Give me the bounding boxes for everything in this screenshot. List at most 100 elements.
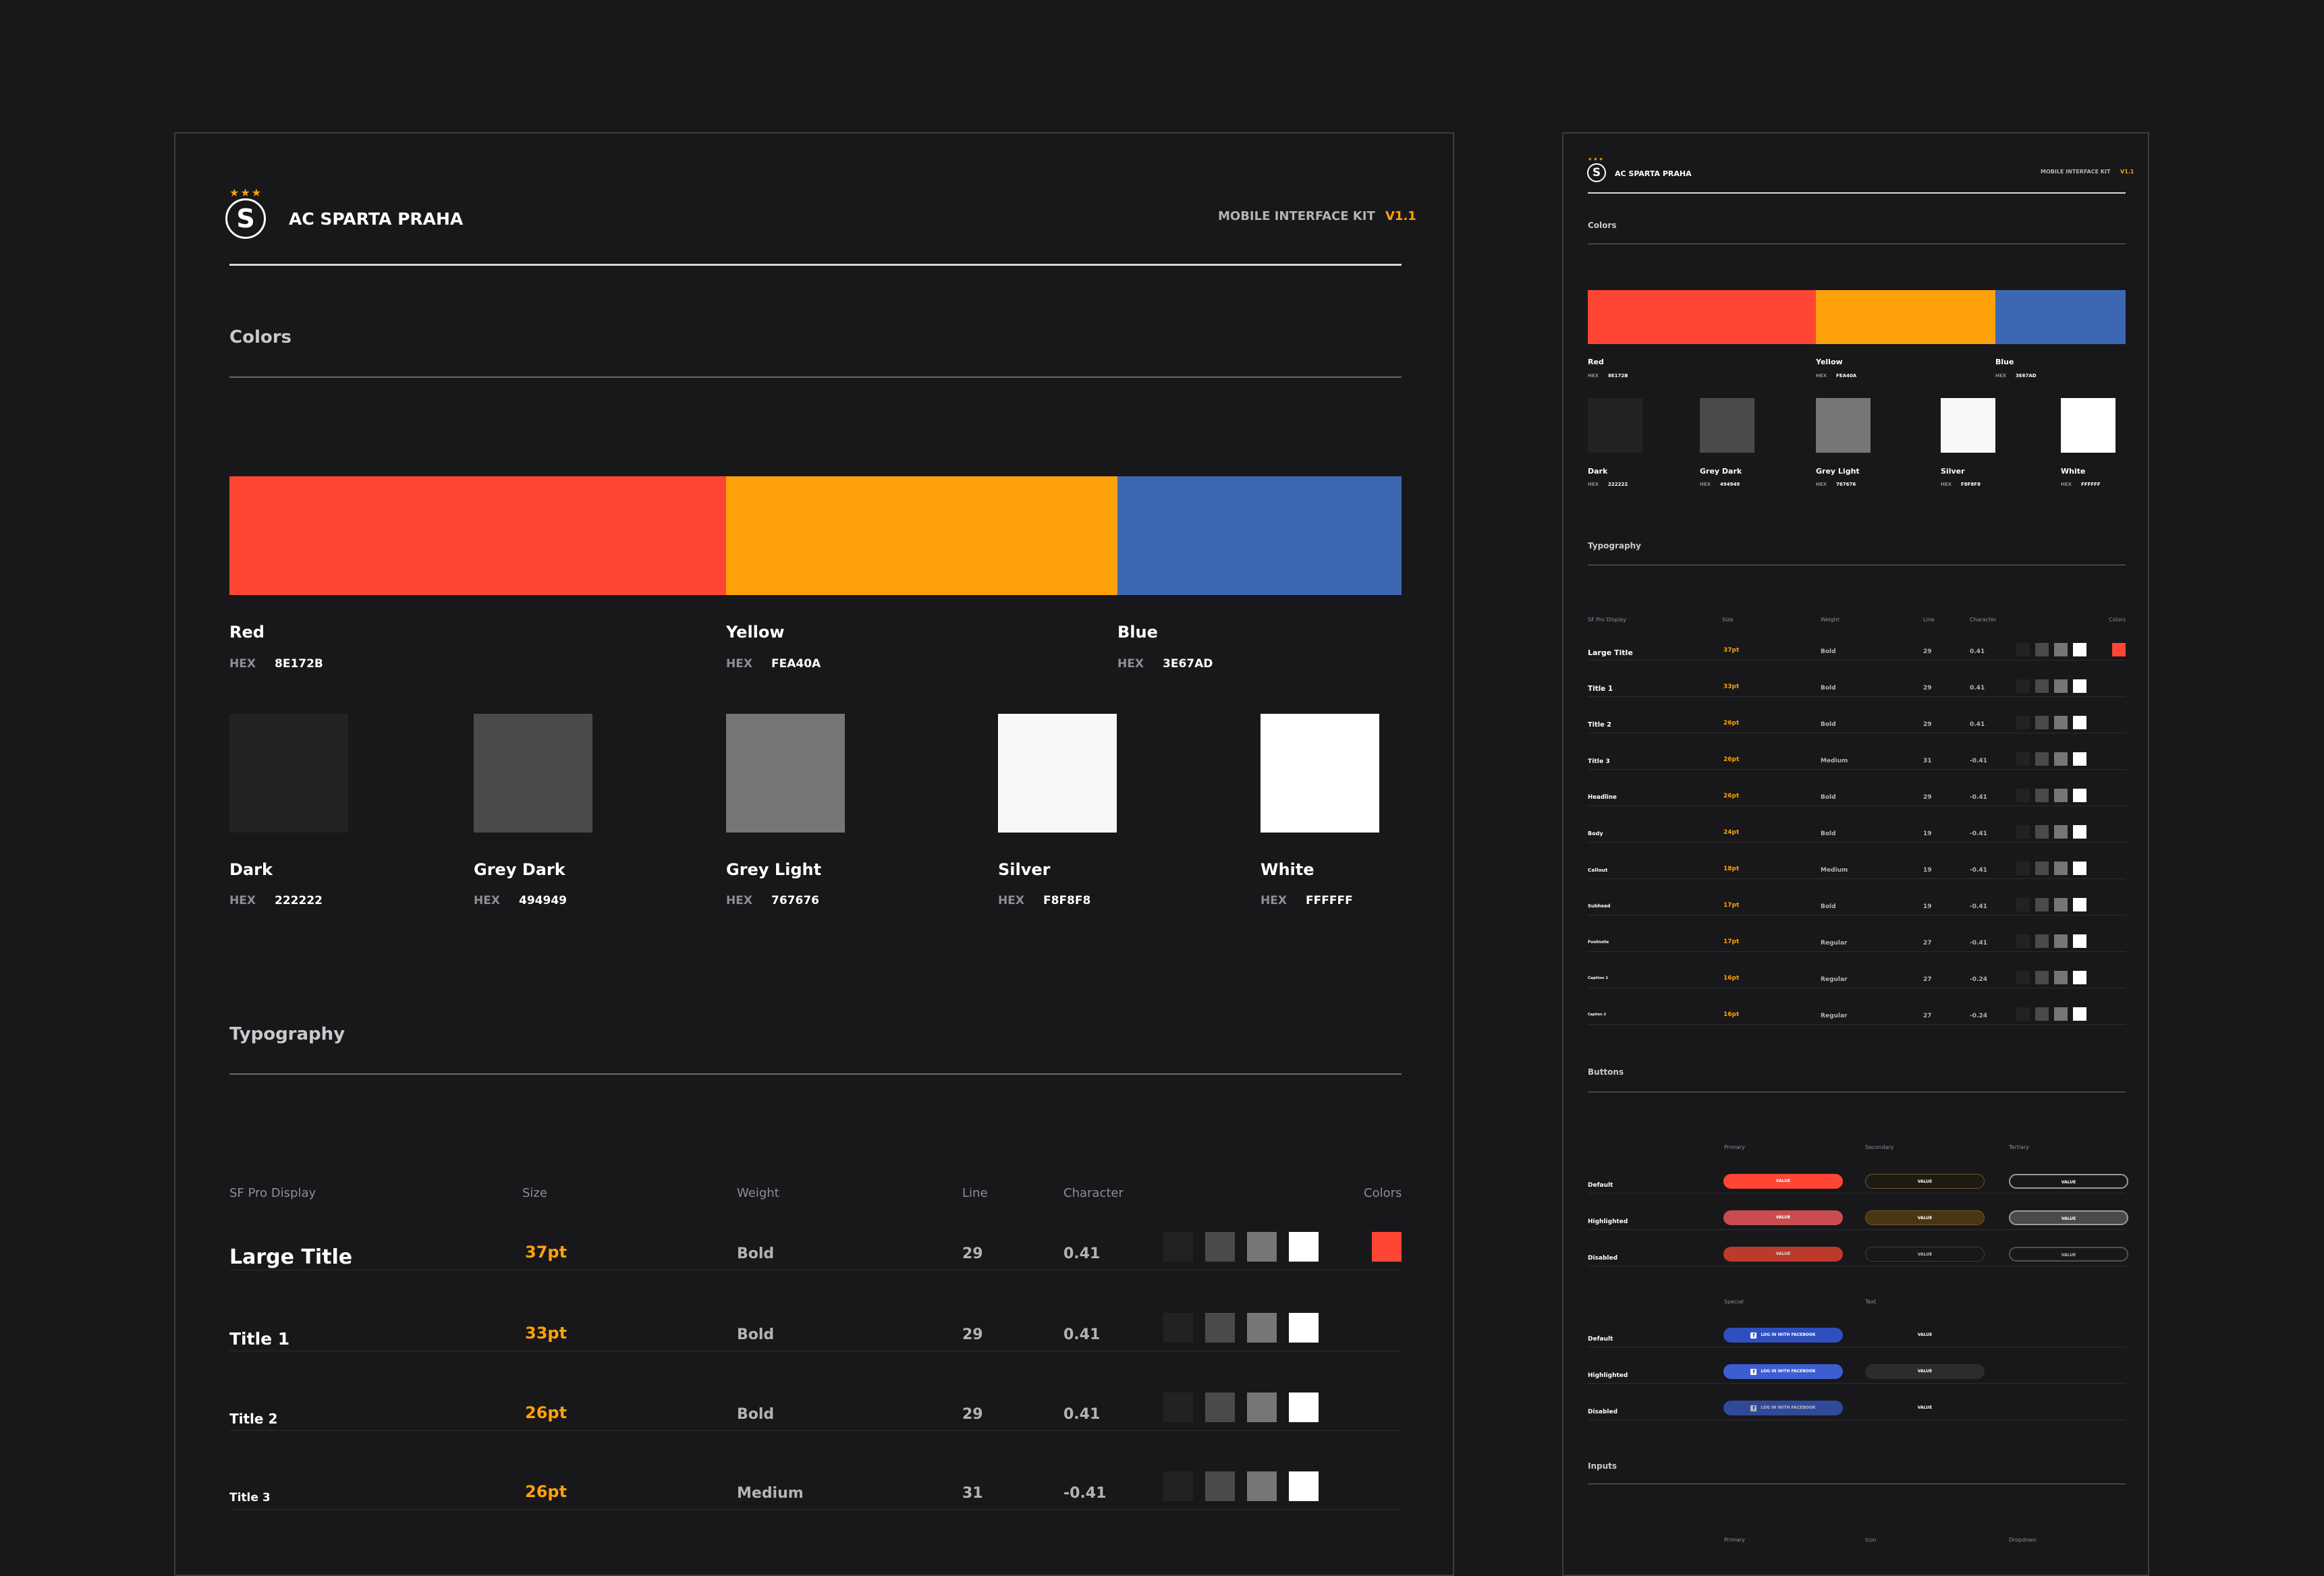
value-button[interactable]: VALUE bbox=[2009, 1174, 2128, 1189]
facebook-login-button[interactable]: f LOG IN WITH FACEBOOK bbox=[1723, 1364, 1843, 1379]
value-button[interactable]: VALUE bbox=[1723, 1247, 1843, 1262]
type-size: 16pt bbox=[1723, 1011, 1740, 1018]
type-size: 16pt bbox=[1723, 975, 1740, 982]
hex-value: FFFFFF bbox=[2081, 482, 2101, 487]
value-button[interactable]: VALUE bbox=[1723, 1174, 1843, 1189]
color-chip bbox=[2054, 934, 2068, 948]
color-name: Dark bbox=[229, 860, 273, 879]
color-chip bbox=[2016, 716, 2030, 729]
hex-value: 3E67AD bbox=[2016, 373, 2037, 378]
version-badge: V1.1 bbox=[1385, 209, 1416, 223]
color-chip bbox=[2054, 862, 2068, 875]
col-header-text: Text bbox=[1865, 1299, 1877, 1305]
type-size: 17pt bbox=[1723, 902, 1740, 909]
hex-label: HEX bbox=[2061, 482, 2072, 487]
facebook-login-button[interactable]: f LOG IN WITH FACEBOOK bbox=[1723, 1401, 1843, 1415]
section-title-inputs: Inputs bbox=[1588, 1461, 1617, 1471]
swatch-grey-dark bbox=[474, 714, 592, 833]
hex-value: 767676 bbox=[1836, 482, 1856, 487]
type-line-height: 29 bbox=[1923, 648, 1932, 655]
type-line-height: 29 bbox=[1923, 685, 1932, 692]
color-chip bbox=[1205, 1313, 1235, 1343]
col-header-character: Character bbox=[1063, 1186, 1124, 1200]
type-line-height: 29 bbox=[962, 1326, 983, 1343]
color-chip bbox=[2054, 789, 2068, 802]
hex-label: HEX bbox=[1700, 482, 1711, 487]
facebook-login-button[interactable]: f LOG IN WITH FACEBOOK bbox=[1723, 1328, 1843, 1343]
value-button[interactable]: VALUE bbox=[2009, 1247, 2128, 1262]
type-style-name: Callout bbox=[1588, 867, 1608, 873]
col-header-primary: Primary bbox=[1724, 1537, 1745, 1543]
section-title-colors: Colors bbox=[229, 327, 292, 347]
col-header-size: Size bbox=[522, 1186, 547, 1200]
value-button[interactable]: VALUE bbox=[1723, 1210, 1843, 1225]
logo-letter: S bbox=[236, 204, 255, 233]
club-logo-icon: S bbox=[1587, 163, 1606, 182]
row-divider bbox=[1588, 769, 2126, 770]
hex-value: 3E67AD bbox=[1163, 657, 1213, 671]
color-name: Silver bbox=[1941, 467, 1965, 476]
type-weight: Regular bbox=[1821, 1013, 1848, 1019]
type-character-spacing: -0.24 bbox=[1970, 1013, 1987, 1019]
type-character-spacing: -0.41 bbox=[1970, 831, 1987, 837]
color-chip bbox=[1247, 1392, 1277, 1422]
value-button[interactable]: VALUE bbox=[1865, 1210, 1985, 1225]
kit-label: MOBILE INTERFACE KIT bbox=[1218, 209, 1375, 223]
color-chip bbox=[2073, 971, 2086, 984]
type-line-height: 29 bbox=[962, 1406, 983, 1423]
swatch-dark bbox=[1588, 398, 1642, 453]
text-button[interactable]: VALUE bbox=[1917, 1332, 1933, 1337]
type-style-name: Title 1 bbox=[229, 1328, 290, 1349]
row-divider bbox=[1588, 1383, 2126, 1384]
color-chip bbox=[2035, 679, 2049, 693]
color-chip bbox=[2073, 825, 2086, 839]
color-chip bbox=[2073, 898, 2086, 911]
type-style-name: Title 3 bbox=[1588, 758, 1610, 765]
text-button[interactable]: VALUE bbox=[1917, 1405, 1933, 1410]
type-line-height: 29 bbox=[962, 1245, 983, 1262]
col-header-secondary: Secondary bbox=[1865, 1144, 1894, 1150]
color-chip bbox=[1247, 1232, 1277, 1262]
type-weight: Bold bbox=[1821, 794, 1836, 801]
kit-label: MOBILE INTERFACE KIT bbox=[2041, 169, 2111, 175]
col-header-character: Character bbox=[1970, 617, 1997, 623]
color-chip bbox=[2016, 752, 2030, 766]
value-button[interactable]: VALUE bbox=[2009, 1210, 2128, 1225]
color-chip bbox=[2016, 789, 2030, 802]
type-style-name: Subhead bbox=[1588, 903, 1611, 909]
button-state-label: Default bbox=[1588, 1336, 1613, 1343]
color-chip bbox=[1289, 1392, 1319, 1422]
logo-letter: S bbox=[1592, 166, 1601, 179]
color-chip bbox=[2073, 789, 2086, 802]
color-chip bbox=[2035, 862, 2049, 875]
header-divider bbox=[1588, 192, 2126, 194]
hex-label: HEX bbox=[726, 657, 752, 671]
col-header-primary: Primary bbox=[1724, 1144, 1745, 1150]
color-name: Blue bbox=[1995, 358, 2014, 366]
col-header-line: Line bbox=[962, 1186, 988, 1200]
style-guide-card-small: ★★★ S AC SPARTA PRAHA MOBILE INTERFACE K… bbox=[1562, 132, 2149, 1576]
swatch-white bbox=[1261, 714, 1379, 833]
color-name: White bbox=[2061, 467, 2086, 476]
hex-label: HEX bbox=[1816, 373, 1827, 378]
hex-label: HEX bbox=[1117, 657, 1144, 671]
color-chip bbox=[2035, 752, 2049, 766]
type-line-height: 31 bbox=[962, 1485, 983, 1502]
color-chip bbox=[2035, 934, 2049, 948]
color-chip bbox=[2073, 643, 2086, 656]
color-chip bbox=[2054, 643, 2068, 656]
style-guide-card-large: ★★★ S AC SPARTA PRAHA MOBILE INTERFACE K… bbox=[174, 132, 1454, 1576]
row-divider bbox=[1588, 1024, 2126, 1025]
color-name: Dark bbox=[1588, 467, 1608, 476]
value-button[interactable]: VALUE bbox=[1865, 1174, 1985, 1189]
text-button[interactable]: VALUE bbox=[1865, 1364, 1985, 1379]
color-chip bbox=[1205, 1232, 1235, 1262]
color-chip bbox=[1289, 1232, 1319, 1262]
hex-label: HEX bbox=[726, 894, 752, 907]
type-weight: Bold bbox=[1821, 831, 1836, 837]
color-chip bbox=[1163, 1232, 1193, 1262]
value-button[interactable]: VALUE bbox=[1865, 1247, 1985, 1262]
hex-label: HEX bbox=[1995, 373, 2007, 378]
type-size: 26pt bbox=[525, 1403, 568, 1422]
hex-value: 494949 bbox=[519, 894, 567, 907]
